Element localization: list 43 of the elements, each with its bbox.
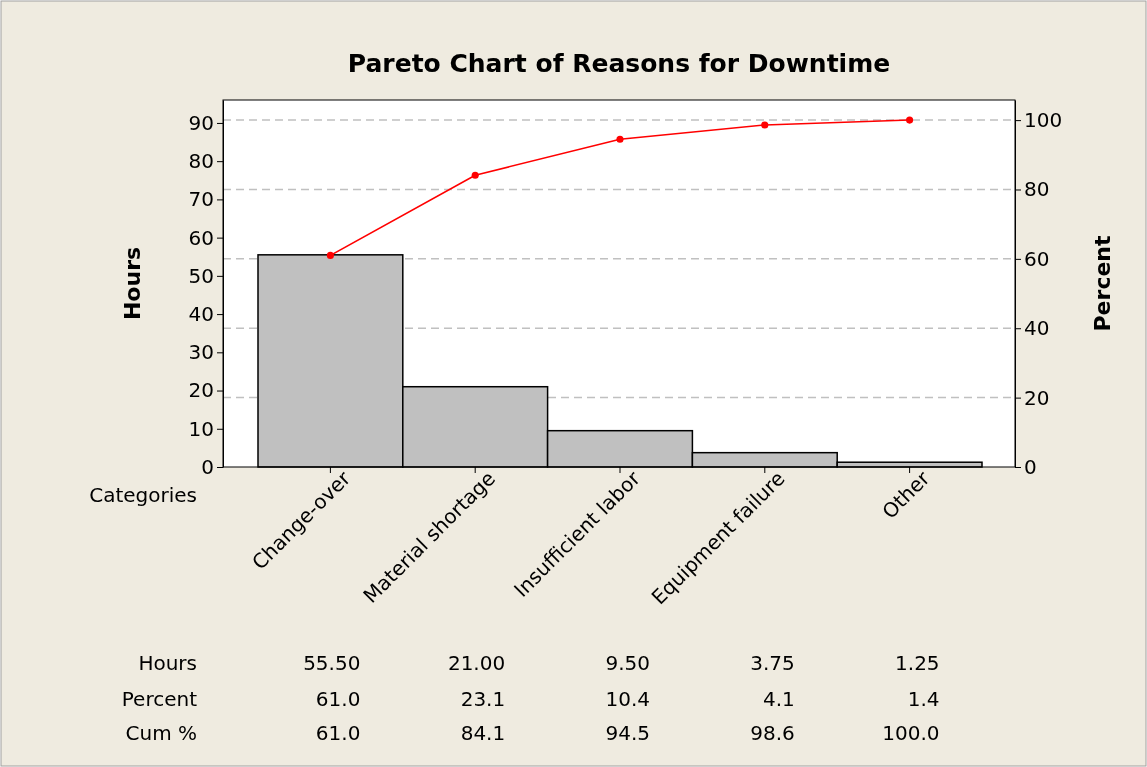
data-label: 9.50 xyxy=(605,651,650,675)
y2-tick-label: 60 xyxy=(1024,246,1050,271)
point xyxy=(906,116,914,124)
text: Percent xyxy=(121,687,198,711)
data-label: 1.25 xyxy=(895,651,940,675)
y2-tick-label: 40 xyxy=(1024,316,1050,341)
text: 61.0 xyxy=(315,687,361,711)
text: 4.1 xyxy=(762,687,795,711)
y2-tick-label: 100 xyxy=(1024,108,1063,133)
point xyxy=(471,171,479,179)
data-label: 98.6 xyxy=(750,721,795,745)
data-label: 94.5 xyxy=(605,721,650,745)
y-tick-label: 0 xyxy=(201,454,214,479)
y-tick-label: 70 xyxy=(188,187,214,212)
data-label: 21.00 xyxy=(447,651,506,675)
point xyxy=(326,251,334,259)
y-tick-label: 20 xyxy=(188,378,214,403)
text: 1.4 xyxy=(907,687,940,711)
y-axis-title: Hours xyxy=(120,246,145,321)
text: 23.1 xyxy=(460,687,506,711)
y-tick-label: 60 xyxy=(188,225,214,250)
y-tick-label: 40 xyxy=(188,301,214,326)
text: Cum % xyxy=(125,721,197,745)
chart-title: Pareto Chart of Reasons for Downtime xyxy=(347,49,891,78)
y2-axis-title: Percent xyxy=(1090,235,1115,332)
y-tick-label: 10 xyxy=(188,416,214,441)
y2-tick-label: 0 xyxy=(1024,454,1037,479)
data-label: 3.75 xyxy=(750,651,795,675)
text: Hours xyxy=(138,651,197,675)
data-label: 84.1 xyxy=(460,721,506,745)
y-tick-label: 50 xyxy=(188,263,214,288)
y2-tick-label: 80 xyxy=(1024,177,1050,202)
data-label: 100.0 xyxy=(882,721,940,745)
x-axis-title: Categories xyxy=(89,483,197,507)
y-tick-label: 80 xyxy=(188,149,214,174)
text: 10.4 xyxy=(605,687,650,711)
point xyxy=(616,135,624,143)
y2-tick-label: 20 xyxy=(1024,385,1050,410)
point xyxy=(761,121,769,129)
y-tick-label: 30 xyxy=(188,340,214,365)
data-label: 55.50 xyxy=(303,651,361,675)
y-tick-label: 90 xyxy=(188,110,214,135)
data-label: 61.0 xyxy=(315,721,361,745)
